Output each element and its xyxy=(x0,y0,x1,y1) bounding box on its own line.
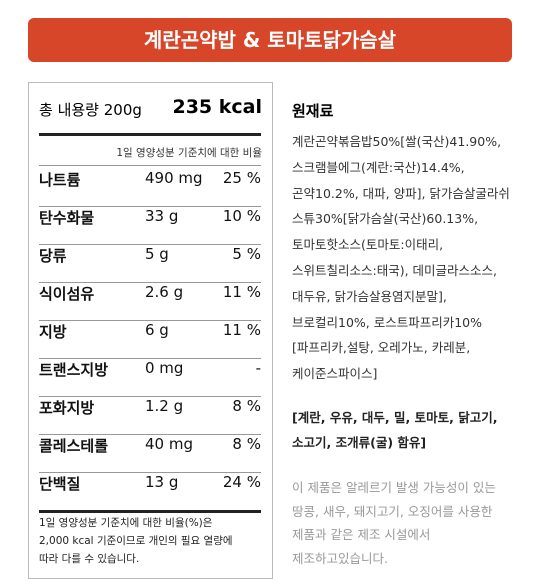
nutrient-name: 나트륨 xyxy=(39,171,81,189)
nutrient-amount: 6 g xyxy=(145,321,169,339)
ingredient-line: 스튜30%[닭가슴살(국산)60.13%, xyxy=(292,211,479,227)
thick-rule xyxy=(39,133,261,136)
nutrient-percent: 25 % xyxy=(222,169,261,187)
ingredient-line: 케이준스파이스] xyxy=(292,366,378,382)
rule xyxy=(39,165,261,166)
nutrient-amount: 490 mg xyxy=(145,169,203,187)
nutrient-name: 포화지방 xyxy=(39,399,95,417)
nutrient-row: 식이섬유 2.6 g 11 % xyxy=(39,283,261,319)
ingredient-line: 토마토핫소스(토마토:이태리, xyxy=(292,237,444,253)
nutrient-percent: 8 % xyxy=(232,397,261,415)
rule xyxy=(39,282,261,283)
total-amount: 총 내용량 200g xyxy=(39,101,142,119)
nutrient-name: 콜레스테롤 xyxy=(39,437,109,455)
footnote: 따라 다를 수 있습니다. xyxy=(39,553,140,565)
nutrient-row: 탄수화물 33 g 10 % xyxy=(39,207,261,243)
nutrient-percent: 10 % xyxy=(222,207,261,225)
nutrient-percent: 8 % xyxy=(232,435,261,453)
rule xyxy=(39,472,261,473)
notice-line: 땅콩, 새우, 돼지고기, 오징어를 사용한 xyxy=(292,503,493,519)
ingredient-line: [파프리카,설탕, 오레가노, 카레분, xyxy=(292,340,471,356)
nutrient-row: 지방 6 g 11 % xyxy=(39,321,261,357)
nutrient-name: 트랜스지방 xyxy=(39,361,109,379)
nutrient-name: 단백질 xyxy=(39,475,81,493)
nutrient-name: 식이섬유 xyxy=(39,285,95,303)
allergen-line: 소고기, 조개류(굴) 함유] xyxy=(292,435,427,450)
nutrient-row: 단백질 13 g 24 % xyxy=(39,473,261,509)
nutrient-row: 나트륨 490 mg 25 % xyxy=(39,169,261,205)
rule xyxy=(39,396,261,397)
allergen-line: [계란, 우유, 대두, 밀, 토마토, 닭고기, xyxy=(292,410,498,425)
nutrient-amount: 1.2 g xyxy=(145,397,184,415)
notice-line: 이 제품은 알레르기 발생 가능성이 있는 xyxy=(292,480,496,495)
nutrient-name: 당류 xyxy=(39,247,67,265)
nutrient-percent: 24 % xyxy=(222,473,261,491)
basis-note: 1일 영양성분 기준치에 대한 비율 xyxy=(116,147,262,159)
nutrient-row: 트랜스지방 0 mg - xyxy=(39,359,261,395)
rule xyxy=(39,434,261,435)
nutrient-percent: 5 % xyxy=(232,245,261,263)
notice-line: 제품과 같은 제조 시설에서 xyxy=(292,527,431,542)
ingredient-line: 브로컬리10%, 로스트파프리카10% xyxy=(292,314,483,330)
notice-line: 제조하고있습니다. xyxy=(292,550,388,566)
calories: 235 kcal xyxy=(172,96,262,118)
rule xyxy=(39,358,261,359)
ingredient-line: 스크램블에그(계란:국산)14.4%, xyxy=(292,159,465,175)
ingredient-line: 대두유, 닭가슴살용염지분말], xyxy=(292,288,447,304)
rule xyxy=(39,320,261,321)
nutrient-amount: 13 g xyxy=(145,473,179,491)
nutrient-percent: 11 % xyxy=(222,283,261,301)
nutrient-row: 당류 5 g 5 % xyxy=(39,245,261,281)
nutrient-percent: 11 % xyxy=(222,321,261,339)
nutrient-row: 콜레스테롤 40 mg 8 % xyxy=(39,435,261,471)
nutrient-amount: 0 mg xyxy=(145,359,184,377)
nutrient-name: 탄수화물 xyxy=(39,209,95,227)
nutrient-percent: - xyxy=(255,359,261,377)
ingredient-line: 곤약10.2%, 대파, 양파], 닭가슴살굴라쉬 xyxy=(292,185,510,201)
nutrient-amount: 5 g xyxy=(145,245,169,263)
thick-rule xyxy=(39,510,261,513)
rule xyxy=(39,206,261,207)
nutrient-amount: 33 g xyxy=(145,207,179,225)
nutrient-amount: 40 mg xyxy=(145,435,193,453)
ingredient-line: 계란곤약볶음밥50%[쌀(국산)41.90%, xyxy=(292,134,502,149)
nutrient-name: 지방 xyxy=(39,323,67,341)
title-banner: 계란곤약밥 & 토마토닭가슴살 xyxy=(28,18,512,62)
nutrient-amount: 2.6 g xyxy=(145,283,184,301)
footnote: 2,000 kcal 기준이므로 개인의 필요 열량에 xyxy=(39,535,233,547)
ingredient-line: 스위트칠리소스:태국), 데미글라스소스, xyxy=(292,263,498,278)
rule xyxy=(39,244,261,245)
nutrient-row: 포화지방 1.2 g 8 % xyxy=(39,397,261,433)
ingredients-title: 원재료 xyxy=(292,102,334,120)
footnote: 1일 영양성분 기준치에 대한 비율(%)은 xyxy=(39,517,213,529)
